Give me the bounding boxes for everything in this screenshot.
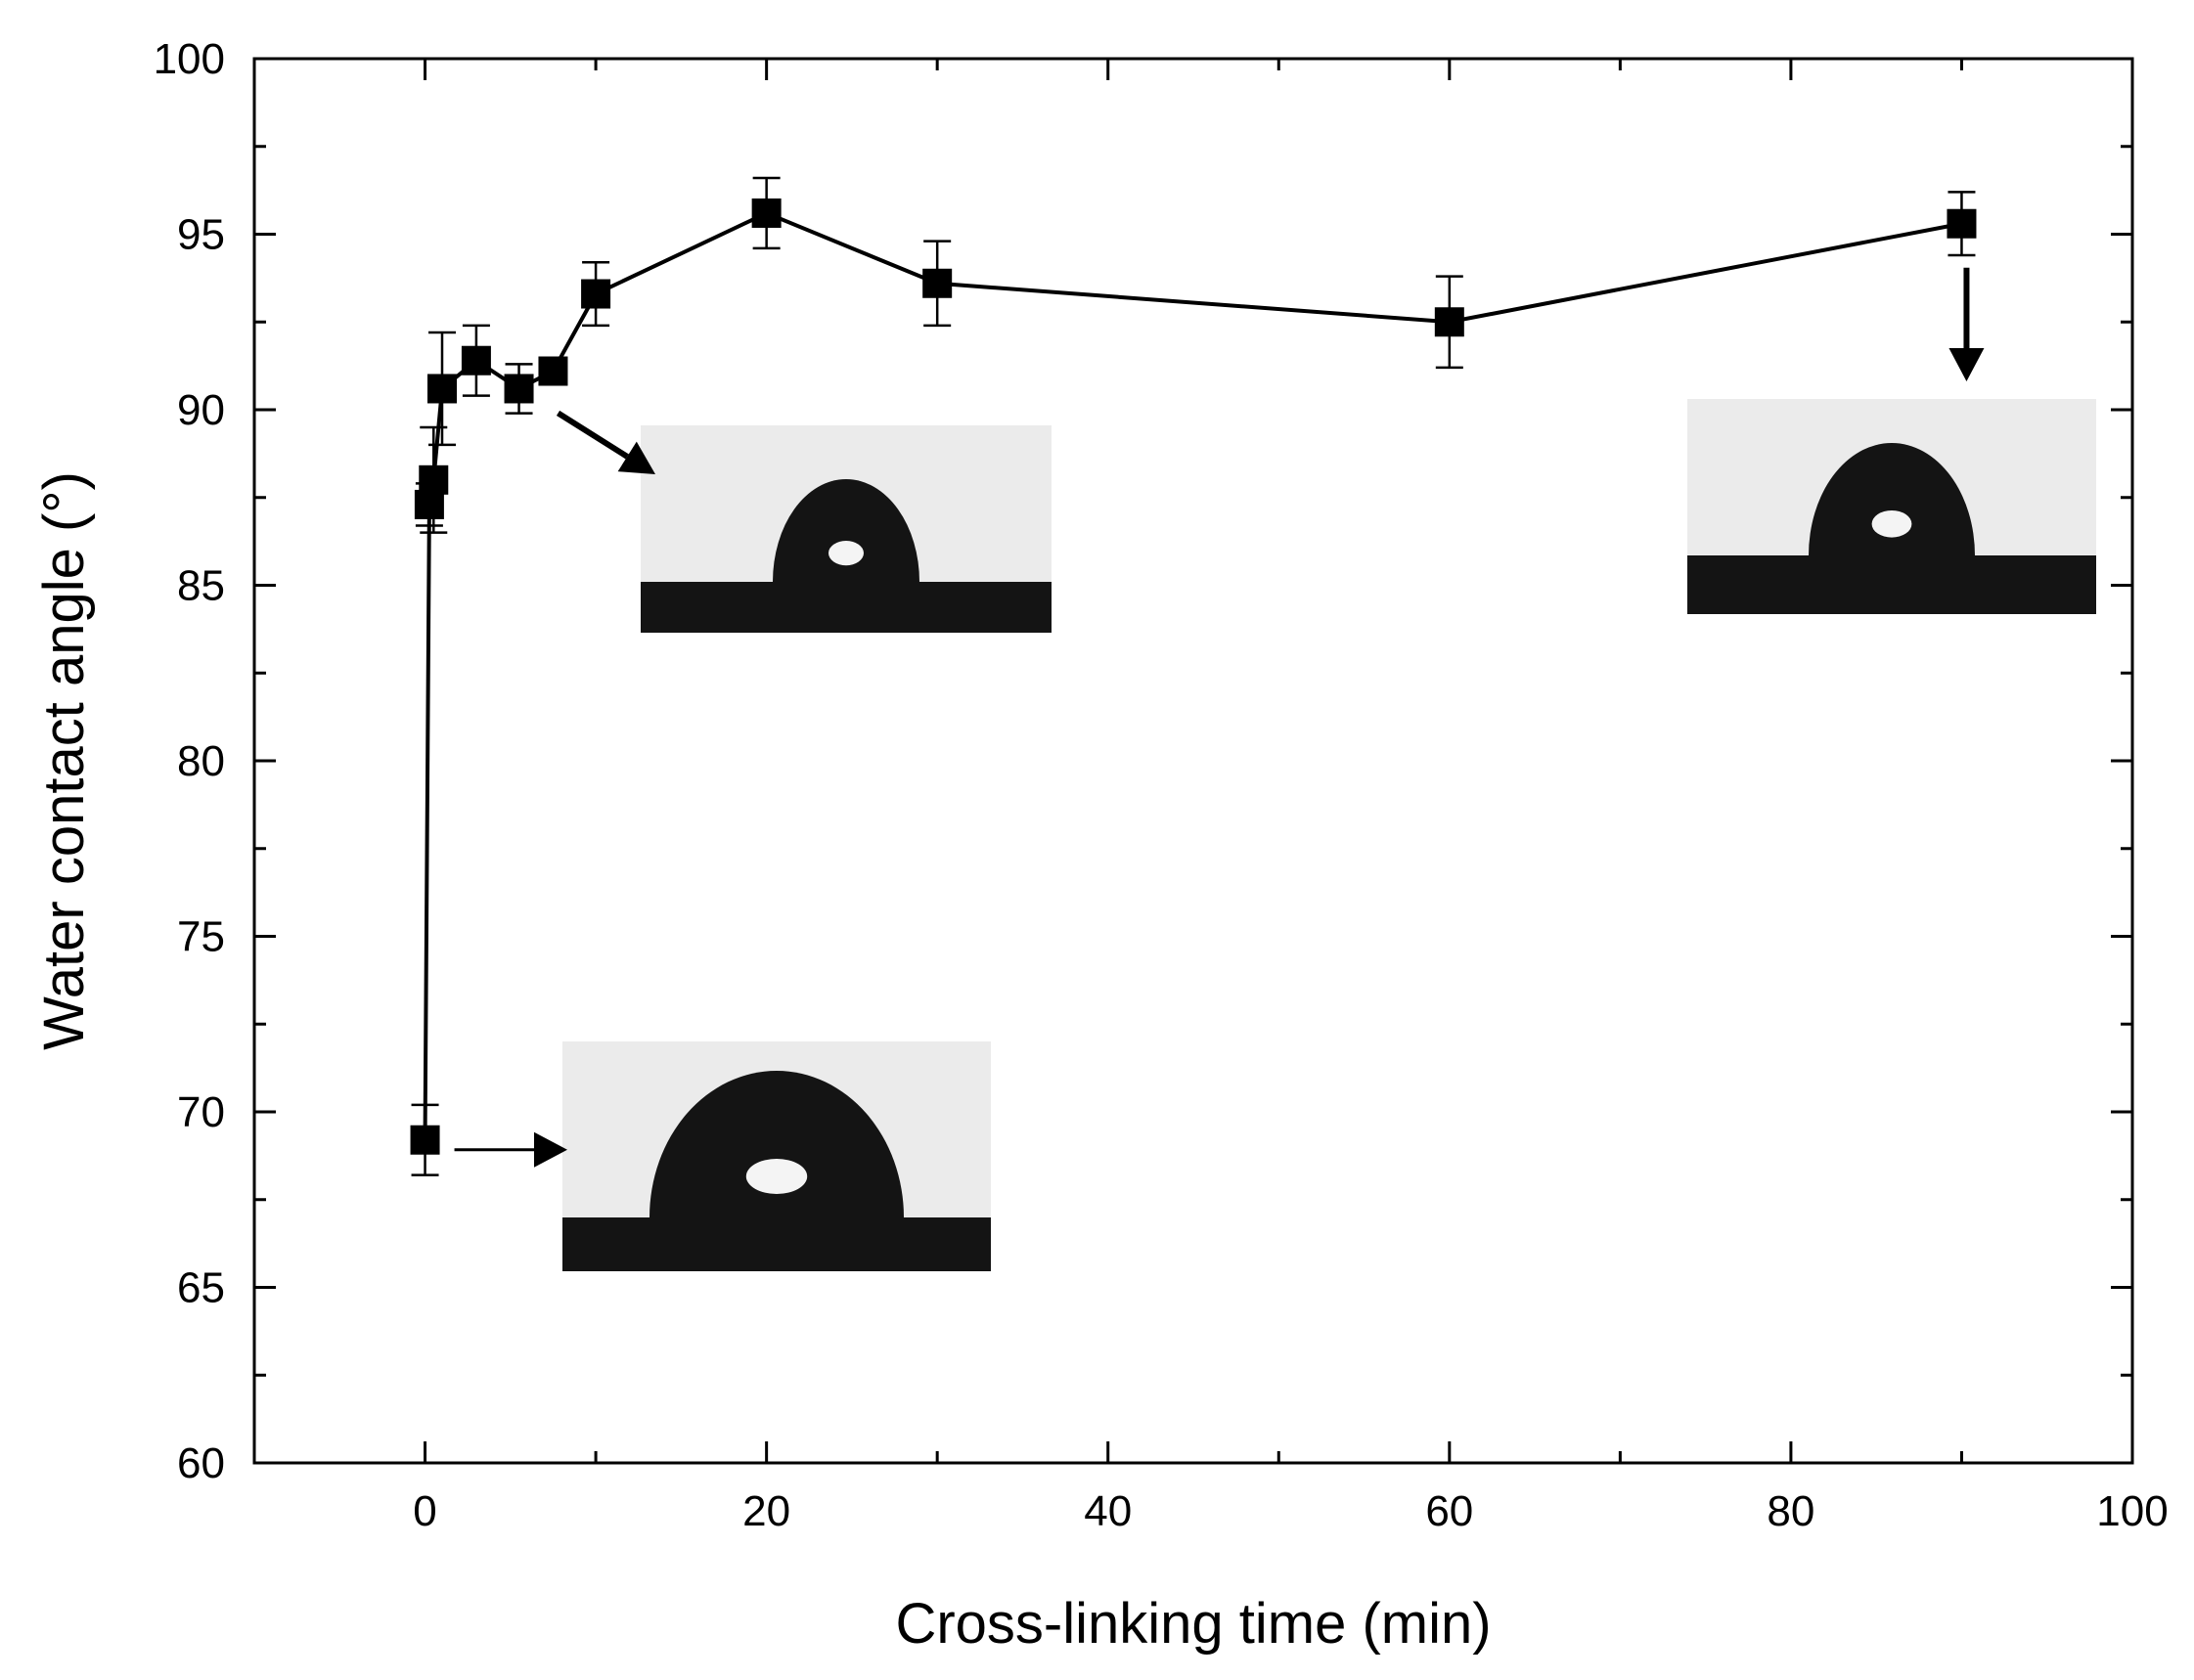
droplet	[1809, 443, 1975, 555]
data-point	[410, 1125, 440, 1155]
droplet-inset-5min	[641, 425, 1052, 633]
y-tick-label: 65	[177, 1264, 225, 1312]
x-tick-label: 60	[1425, 1487, 1473, 1535]
arrow-to-inset-0min	[454, 1131, 567, 1168]
y-tick-label: 90	[177, 386, 225, 434]
data-point	[504, 374, 534, 404]
data-point	[1434, 307, 1464, 337]
arrow-head	[1948, 348, 1985, 381]
droplet-inset-90min	[1687, 399, 2096, 614]
droplet-insets	[562, 399, 2096, 1271]
substrate	[562, 1217, 991, 1271]
y-tick-label: 75	[177, 913, 225, 961]
substrate	[641, 582, 1052, 633]
x-axis: 0 20 40 60 80 100	[252, 59, 2169, 1535]
y-tick-label: 80	[177, 737, 225, 785]
x-tick-label: 40	[1084, 1487, 1132, 1535]
x-tick-label: 20	[742, 1487, 790, 1535]
droplet-highlight	[745, 1159, 808, 1194]
data-point	[1947, 208, 1977, 239]
arrow-to-inset-90min	[1948, 267, 1985, 381]
data-point	[922, 268, 953, 298]
series-group	[410, 176, 1977, 1176]
data-point	[414, 489, 444, 519]
annotation-arrows	[454, 267, 1985, 1168]
droplet	[649, 1071, 904, 1217]
data-point	[427, 374, 457, 404]
y-axis-title: Water contact angle (°)	[32, 471, 96, 1050]
plot-frame	[252, 57, 2134, 1465]
y-tick-label: 100	[154, 35, 225, 83]
arrow-shaft	[556, 410, 629, 460]
y-tick-label: 85	[177, 562, 225, 610]
data-point	[538, 356, 568, 386]
droplet	[773, 479, 919, 582]
data-point	[461, 345, 491, 376]
droplet-inset-0min	[562, 1041, 991, 1271]
y-tick-label: 70	[177, 1088, 225, 1136]
x-axis-title: Cross-linking time (min)	[895, 1592, 1491, 1656]
arrow-head	[617, 441, 655, 474]
x-tick-label: 0	[413, 1487, 436, 1535]
data-point	[581, 279, 611, 309]
x-tick-label: 100	[2096, 1487, 2168, 1535]
data-point	[751, 198, 782, 228]
y-axis: 60 65 70 75 80 85 90 95 100	[154, 35, 2132, 1487]
droplet-highlight	[1871, 510, 1912, 538]
data-point	[419, 464, 449, 495]
y-tick-label: 60	[177, 1439, 225, 1487]
x-tick-label: 80	[1767, 1487, 1814, 1535]
y-tick-label: 95	[177, 211, 225, 259]
arrow-head	[534, 1131, 567, 1168]
substrate	[1687, 555, 2096, 614]
series-line	[423, 210, 1962, 1140]
droplet-highlight	[828, 541, 864, 566]
arrow-to-inset-5min	[556, 410, 655, 474]
